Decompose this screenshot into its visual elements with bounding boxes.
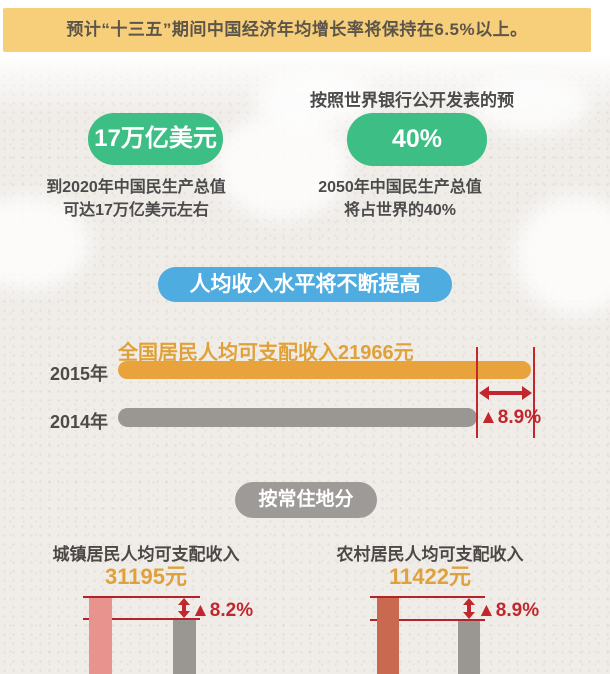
gdp-2050-caption: 2050年中国民生产总值 将占世界的40% [294, 176, 506, 222]
urban-current-year-bar [89, 598, 112, 674]
reference-line-2015-end [533, 347, 535, 438]
growth-range-arrow-icon [479, 386, 532, 400]
rural-top-reference-line [370, 596, 485, 598]
rural-growth-arrow-icon [463, 598, 475, 619]
caption-line: 可达17万亿美元左右 [63, 202, 209, 219]
urban-top-reference-line [83, 596, 200, 598]
arrow-head-down-icon [178, 611, 190, 618]
year-label-2014: 2014年 [49, 412, 108, 432]
urban-income-title: 城镇居民人均可支配收入 [52, 545, 240, 564]
income-bar-2014 [118, 408, 477, 427]
headline-banner: 预计“十三五”期间中国经济年均增长率将保持在6.5%以上。 [3, 8, 591, 52]
world-share-badge: 40% [347, 113, 487, 166]
income-bar-2015 [118, 361, 531, 379]
urban-growth-label: ▲8.2% [191, 600, 254, 621]
arrow-shaft [467, 603, 471, 614]
arrow-head-left-icon [479, 386, 489, 400]
year-label-2015: 2015年 [49, 364, 108, 384]
caption-line: 到2020年中国民生产总值 [46, 179, 226, 196]
rural-income-value: 11422元 [389, 564, 471, 589]
national-income-value-label: 全国居民人均可支配收入21966元 [118, 342, 414, 364]
cloud-decoration [470, 75, 590, 135]
arrow-head-down-icon [463, 612, 475, 619]
arrow-head-up-icon [178, 598, 190, 605]
urban-growth-arrow-icon [178, 598, 190, 618]
rural-previous-year-bar [458, 621, 480, 674]
headline-text: 预计“十三五”期间中国经济年均增长率将保持在6.5%以上。 [66, 20, 528, 39]
residence-section-pill: 按常住地分 [235, 482, 377, 518]
caption-line: 将占世界的40% [343, 202, 457, 219]
caption-line: 2050年中国民生产总值 [318, 179, 482, 196]
rural-current-year-bar [377, 598, 399, 674]
gdp-total-badge: 17万亿美元 [88, 113, 223, 165]
income-section-title-pill: 人均收入水平将不断提高 [158, 267, 452, 302]
arrow-head-right-icon [522, 386, 532, 400]
urban-income-value: 31195元 [105, 564, 187, 589]
reference-line-2014-end [476, 347, 478, 438]
arrow-shaft [487, 391, 524, 395]
rural-bottom-reference-line [370, 619, 485, 621]
arrow-shaft [182, 603, 186, 613]
arrow-head-up-icon [463, 598, 475, 605]
urban-previous-year-bar [173, 620, 196, 674]
rural-income-title: 农村居民人均可支配收入 [336, 545, 524, 564]
urban-bottom-reference-line [83, 618, 200, 620]
rural-growth-label: ▲8.9% [477, 600, 540, 621]
gdp-2020-caption: 到2020年中国民生产总值 可达17万亿美元左右 [30, 176, 242, 222]
national-growth-label: ▲8.9% [479, 407, 542, 428]
cloud-decoration [515, 195, 610, 315]
